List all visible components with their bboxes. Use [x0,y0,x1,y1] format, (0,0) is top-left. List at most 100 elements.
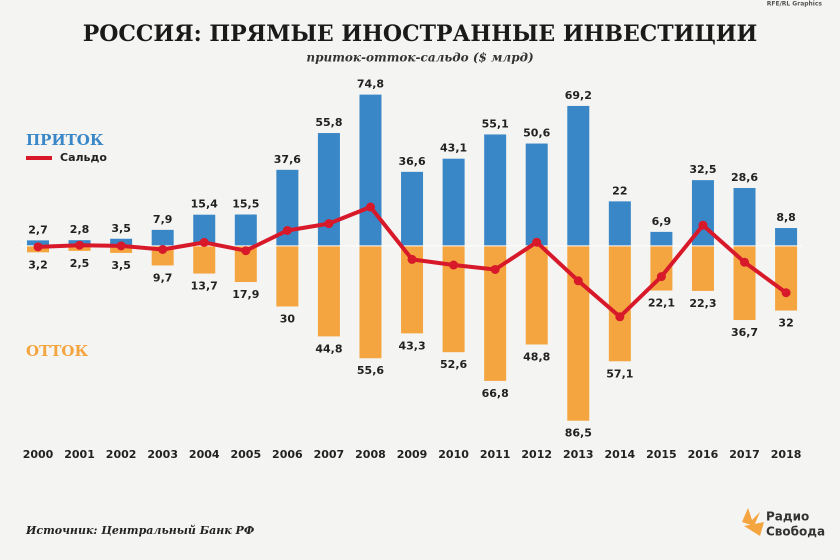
x-tick-label: 2000 [23,448,54,461]
data-label: 2,5 [70,257,90,270]
data-label: 36,6 [398,155,425,168]
x-tick-label: 2013 [563,448,594,461]
data-label: 50,6 [523,127,550,140]
bar [608,201,631,246]
data-label: 66,8 [482,387,509,400]
bar [234,214,257,246]
bar [733,188,756,246]
data-label: 44,8 [315,342,342,355]
data-label: 32 [778,317,793,330]
x-tick-label: 2014 [605,448,636,461]
bar [650,231,673,246]
saldo-marker [449,260,459,270]
data-label: 86,5 [565,427,592,440]
chart-subtitle: приток-отток-сальдо ($ млрд) [306,51,533,65]
logo-icon [742,508,764,536]
saldo-marker [158,244,168,254]
logo-text: Свобода [766,525,825,539]
credit: RFE/RL Graphics [767,1,823,8]
x-tick-label: 2012 [521,448,552,461]
bar [317,245,340,337]
bar [317,133,340,246]
data-label: 55,6 [357,364,384,377]
bar [442,158,465,246]
bar [608,245,631,362]
data-label: 15,5 [232,198,259,211]
data-label: 8,8 [776,211,796,224]
saldo-marker [740,257,750,267]
data-label: 6,9 [652,215,672,228]
data-label: 55,8 [315,116,342,129]
data-label: 48,8 [523,350,550,363]
bar [484,245,507,381]
bar [401,245,424,334]
saldo-marker [698,220,708,230]
chart-title: РОССИЯ: ПРЯМЫЕ ИНОСТРАННЫЕ ИНВЕСТИЦИИ [83,21,758,47]
bar [525,143,548,246]
x-tick-label: 2010 [438,448,469,461]
x-tick-label: 2006 [272,448,303,461]
bar [234,245,257,283]
data-label: 3,2 [28,258,48,271]
bar [359,245,382,359]
logo-text: Радио [766,510,809,524]
data-label: 52,6 [440,358,467,371]
bar [484,134,507,246]
saldo-marker [324,219,334,229]
x-tick-label: 2007 [314,448,345,461]
data-label: 7,9 [153,213,173,226]
saldo-marker [33,242,43,252]
bar [401,171,424,246]
saldo-marker [656,272,666,282]
data-label: 32,5 [689,163,716,176]
data-label: 15,4 [191,198,218,211]
source: Источник: Центральный Банк РФ [25,524,255,537]
data-label: 3,5 [111,259,131,272]
x-tick-label: 2017 [729,448,760,461]
data-label: 43,3 [398,339,425,352]
bar [359,94,382,246]
x-tick-label: 2001 [64,448,95,461]
data-label: 17,9 [232,288,259,301]
saldo-marker [282,225,292,235]
data-label: 13,7 [191,280,218,293]
legend-inflow: ПРИТОК [26,131,104,149]
bar [567,105,590,246]
data-label: 2,7 [28,223,48,236]
saldo-marker [407,254,417,264]
x-tick-label: 2018 [771,448,802,461]
data-label: 28,6 [731,171,758,184]
x-tick-label: 2011 [480,448,511,461]
bar [775,228,798,246]
bar [567,245,590,421]
data-label: 36,7 [731,326,758,339]
x-tick-label: 2009 [397,448,428,461]
bar [193,214,216,246]
saldo-marker [615,312,625,322]
x-tick-label: 2004 [189,448,220,461]
x-tick-label: 2003 [147,448,178,461]
legend-outflow: ОТТОК [26,342,88,360]
saldo-marker [116,241,126,251]
x-tick-label: 2008 [355,448,386,461]
bar [525,245,548,345]
data-label: 3,5 [111,222,131,235]
saldo-marker [490,264,500,274]
x-tick-label: 2005 [230,448,261,461]
data-label: 30 [280,312,296,325]
saldo-marker [532,237,542,247]
bar [193,245,216,274]
data-label: 55,1 [482,117,509,130]
data-label: 69,2 [565,89,592,102]
data-label: 37,6 [274,153,301,166]
bar [151,229,174,246]
data-label: 74,8 [357,78,384,91]
x-tick-label: 2002 [106,448,137,461]
saldo-marker [365,202,375,212]
data-label: 2,8 [70,223,90,236]
legend-saldo: Сальдо [60,151,107,164]
bar [276,245,299,307]
bar [775,245,798,311]
x-tick-label: 2016 [688,448,719,461]
